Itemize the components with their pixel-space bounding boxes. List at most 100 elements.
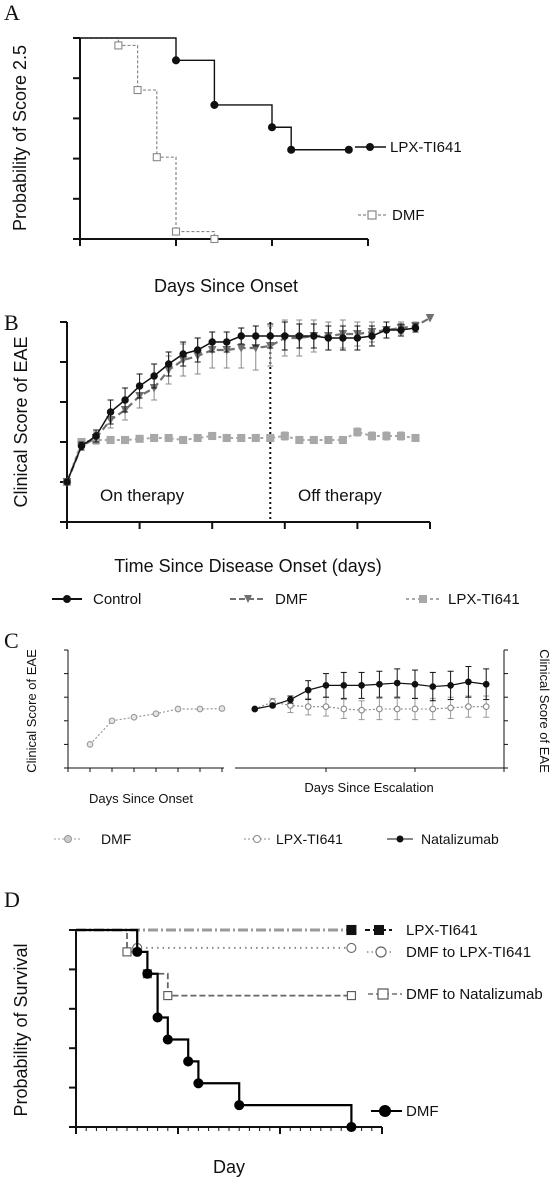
chart-d-legend-dmf: DMF (406, 1103, 439, 1120)
series-natalizumab-point (482, 680, 490, 688)
series-natalizumab-point (287, 696, 294, 703)
series-lpx-point (346, 924, 357, 936)
series-lpx-point (447, 704, 454, 712)
series-lpx-point (340, 705, 348, 713)
series-lpx-point (164, 433, 173, 443)
series-lpx-point (106, 435, 115, 445)
series-control-point (222, 338, 231, 346)
series-natalizumab-point (393, 679, 401, 687)
series-natalizumab-point (429, 683, 437, 690)
series-lpx-point (393, 705, 401, 713)
series-natalizumab-point (269, 702, 276, 709)
chart-d-legend-marker-dmf (379, 1105, 391, 1117)
chart-b-legend-marker-control (63, 595, 71, 603)
series-lpx-point (208, 431, 217, 441)
chart-d-legend-marker-lpx (374, 925, 384, 935)
chart-c-left: Days Since Onset Clinical Score of EAE (24, 649, 226, 806)
series-control-point (193, 346, 202, 354)
series-control-point (208, 338, 216, 346)
series-dmf-point (218, 705, 226, 712)
series-control-point (92, 432, 100, 440)
series-dmf-point (234, 1100, 245, 1111)
chart-d-legend-dmf-nat: DMF to Natalizumab (406, 986, 543, 1003)
series-lpx-point (304, 703, 312, 710)
series-dmf-line (76, 928, 353, 1127)
series-natalizumab-point (411, 680, 419, 688)
chart-d-legend-dmf-lpx: DMF to LPX-TI641 (406, 944, 531, 961)
series-dmf-point (210, 234, 219, 244)
series-dmf-point (130, 713, 138, 721)
chart-c-legend-dmf: DMF (101, 831, 131, 847)
series-lpx-point (344, 145, 353, 154)
series-lpx-point (266, 433, 275, 443)
series-control-point (353, 334, 362, 342)
chart-a-y-title: Probability of Score 2.5 (10, 45, 30, 231)
series-natalizumab-point (358, 682, 365, 689)
panel-label-b: B (4, 310, 19, 335)
series-dmf-point (162, 1034, 173, 1045)
chart-c-left-x-title: Days Since Onset (89, 791, 193, 806)
series-natalizumab-point (251, 705, 259, 713)
chart-d-x-title: Day (213, 1157, 245, 1177)
series-control-point (121, 396, 129, 404)
series-lpx-point (171, 56, 181, 65)
series-dmf-nat-point (163, 991, 173, 1001)
chart-b-y-title: Clinical Score of EAE (11, 336, 31, 507)
series-lpx-point (482, 703, 490, 710)
series-dmf-point (346, 1121, 357, 1133)
series-dmf-lpx-line (76, 929, 352, 949)
series-lpx-point (324, 435, 333, 445)
series-lpx-point (150, 433, 159, 443)
chart-d-legend-lpx: LPX-TI641 (406, 922, 478, 939)
chart-b-legend-dmf: DMF (275, 591, 308, 608)
series-dmf-point (152, 153, 161, 162)
series-lpx-line (80, 37, 349, 151)
series-control-point (368, 332, 376, 340)
chart-b-annotation-on: On therapy (100, 486, 185, 505)
chart-b-annotation-off: Off therapy (298, 486, 382, 505)
series-control-point (106, 408, 115, 416)
chart-c-right-x-title: Days Since Escalation (304, 780, 433, 795)
series-dmf-lpx-point (346, 942, 357, 953)
series-lpx-point (251, 433, 260, 443)
chart-b-legend-lpx: LPX-TI641 (448, 591, 520, 608)
series-control-point (164, 360, 173, 368)
series-lpx-point (267, 123, 277, 132)
series-control-point (339, 334, 347, 342)
series-lpx-point (295, 435, 304, 445)
series-lpx-point (411, 433, 420, 443)
series-control-point (310, 332, 318, 340)
series-dmf-point (132, 946, 143, 957)
series-control-point (266, 332, 275, 340)
chart-c-legend-lpx: LPX-TI641 (276, 831, 343, 847)
series-control-point (252, 332, 260, 340)
chart-d-legend-marker-dmf-nat (377, 988, 389, 1000)
series-control-point (150, 372, 158, 380)
series-lpx-point (222, 433, 231, 443)
series-control-point (77, 442, 86, 450)
series-lpx-point (411, 705, 419, 713)
series-dmf-point (174, 705, 182, 713)
series-lpx-point (179, 435, 188, 445)
chart-c-right-y-title: Clinical Score of EAE (537, 649, 550, 773)
series-lpx-point (338, 435, 347, 445)
series-lpx-point (287, 145, 296, 154)
series-natalizumab-point (376, 680, 383, 688)
chart-a-legend-marker-lpx (366, 143, 374, 151)
panel-label-d: D (4, 887, 20, 912)
series-dmf-point (133, 86, 142, 95)
series-control-point (281, 332, 289, 340)
series-lpx-point (309, 435, 318, 445)
series-natalizumab-point (447, 682, 454, 689)
chart-b-x-title: Time Since Disease Onset (days) (114, 556, 381, 576)
chart-c-legend-marker-natalizumab (396, 835, 404, 843)
series-lpx-point (396, 431, 406, 441)
series-dmf-point (152, 1012, 163, 1023)
series-dmf-point (152, 710, 160, 718)
panel-label-c: C (4, 628, 19, 653)
chart-c-left-y-title: Clinical Score of EAE (24, 649, 39, 773)
series-dmf-nat-point (122, 947, 132, 957)
chart-a: Days Since Onset Probability of Score 2.… (10, 37, 462, 296)
series-lpx-point (193, 433, 202, 443)
series-lpx-point (367, 431, 376, 441)
